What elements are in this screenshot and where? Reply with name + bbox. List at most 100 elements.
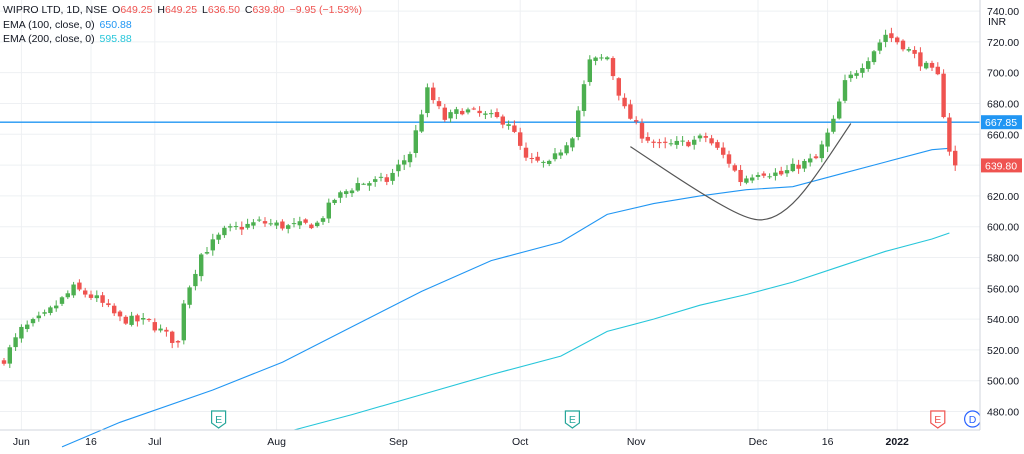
candle[interactable] bbox=[854, 73, 859, 76]
candle[interactable] bbox=[181, 303, 186, 341]
candle[interactable] bbox=[25, 324, 30, 330]
candle[interactable] bbox=[320, 218, 326, 222]
candle[interactable] bbox=[146, 319, 152, 321]
candle[interactable] bbox=[187, 287, 192, 305]
candle[interactable] bbox=[947, 117, 952, 152]
ema100-line[interactable] bbox=[61, 147, 950, 448]
candle[interactable] bbox=[500, 116, 505, 125]
candle[interactable] bbox=[448, 112, 453, 119]
candle[interactable] bbox=[680, 140, 685, 142]
candle[interactable] bbox=[599, 57, 604, 59]
candle[interactable] bbox=[245, 223, 250, 228]
candle[interactable] bbox=[129, 315, 134, 325]
candle[interactable] bbox=[790, 163, 795, 172]
candle[interactable] bbox=[738, 169, 743, 183]
candle[interactable] bbox=[779, 170, 784, 175]
candle[interactable] bbox=[831, 118, 836, 132]
candle[interactable] bbox=[616, 78, 621, 96]
candle[interactable] bbox=[692, 139, 697, 145]
candle[interactable] bbox=[210, 239, 215, 251]
candle[interactable] bbox=[918, 52, 923, 67]
candle[interactable] bbox=[291, 223, 297, 225]
candle[interactable] bbox=[895, 37, 900, 43]
candle[interactable] bbox=[686, 141, 691, 147]
candle[interactable] bbox=[71, 284, 76, 296]
candle[interactable] bbox=[19, 326, 24, 339]
candle[interactable] bbox=[164, 329, 169, 332]
candle[interactable] bbox=[871, 51, 877, 63]
candle[interactable] bbox=[175, 341, 181, 343]
candle[interactable] bbox=[88, 294, 94, 298]
candle[interactable] bbox=[425, 87, 430, 114]
candle[interactable] bbox=[390, 172, 395, 181]
candle[interactable] bbox=[721, 147, 726, 155]
candle[interactable] bbox=[668, 143, 674, 145]
candle[interactable] bbox=[703, 136, 708, 138]
candle[interactable] bbox=[251, 222, 256, 226]
candle[interactable] bbox=[315, 222, 320, 227]
candle[interactable] bbox=[13, 337, 18, 348]
candle[interactable] bbox=[309, 224, 314, 229]
candle[interactable] bbox=[297, 221, 302, 226]
candle[interactable] bbox=[663, 141, 668, 143]
candle[interactable] bbox=[802, 160, 807, 169]
candle[interactable] bbox=[489, 113, 494, 115]
candle[interactable] bbox=[506, 124, 511, 126]
candle[interactable] bbox=[303, 219, 308, 223]
candle[interactable] bbox=[419, 114, 424, 132]
candle[interactable] bbox=[367, 183, 372, 186]
candle[interactable] bbox=[558, 152, 563, 156]
candle[interactable] bbox=[924, 62, 929, 69]
candle[interactable] bbox=[83, 290, 88, 295]
candle[interactable] bbox=[59, 297, 65, 304]
candle[interactable] bbox=[483, 113, 488, 115]
earnings-marker[interactable] bbox=[930, 410, 946, 429]
candle[interactable] bbox=[761, 173, 766, 176]
candle[interactable] bbox=[436, 101, 442, 107]
candle[interactable] bbox=[233, 226, 239, 228]
candle[interactable] bbox=[135, 315, 140, 322]
candle[interactable] bbox=[819, 144, 824, 159]
candle[interactable] bbox=[953, 150, 958, 166]
candle[interactable] bbox=[396, 164, 401, 172]
candle[interactable] bbox=[837, 101, 842, 119]
cup-pattern-curve[interactable] bbox=[629, 123, 852, 221]
candle[interactable] bbox=[170, 331, 175, 343]
candle[interactable] bbox=[94, 295, 99, 299]
candle[interactable] bbox=[378, 176, 384, 178]
candle[interactable] bbox=[158, 328, 163, 331]
candle[interactable] bbox=[657, 142, 662, 144]
candle[interactable] bbox=[860, 68, 865, 73]
candle[interactable] bbox=[112, 305, 117, 314]
candle[interactable] bbox=[152, 322, 157, 331]
candle[interactable] bbox=[338, 192, 343, 198]
candle[interactable] bbox=[848, 74, 853, 79]
candle[interactable] bbox=[622, 97, 627, 107]
candle[interactable] bbox=[593, 57, 598, 61]
candle[interactable] bbox=[570, 138, 575, 148]
candle[interactable] bbox=[755, 175, 761, 177]
candle[interactable] bbox=[726, 154, 732, 164]
candle[interactable] bbox=[651, 141, 656, 143]
candle[interactable] bbox=[784, 170, 790, 174]
candle[interactable] bbox=[361, 183, 366, 185]
candle[interactable] bbox=[697, 135, 703, 139]
candle[interactable] bbox=[709, 138, 714, 144]
candle[interactable] bbox=[587, 59, 592, 83]
candle[interactable] bbox=[866, 61, 871, 69]
candle[interactable] bbox=[48, 307, 53, 313]
candle[interactable] bbox=[883, 34, 888, 42]
candle[interactable] bbox=[442, 107, 447, 120]
candle[interactable] bbox=[541, 161, 546, 163]
candle[interactable] bbox=[929, 62, 935, 68]
candle[interactable] bbox=[106, 303, 111, 306]
candle[interactable] bbox=[274, 222, 279, 226]
candle[interactable] bbox=[222, 227, 227, 236]
candle[interactable] bbox=[494, 112, 500, 118]
candle[interactable] bbox=[7, 347, 12, 364]
candle[interactable] bbox=[906, 49, 911, 51]
candle[interactable] bbox=[674, 140, 679, 145]
candle[interactable] bbox=[732, 165, 737, 171]
candle[interactable] bbox=[912, 49, 917, 54]
